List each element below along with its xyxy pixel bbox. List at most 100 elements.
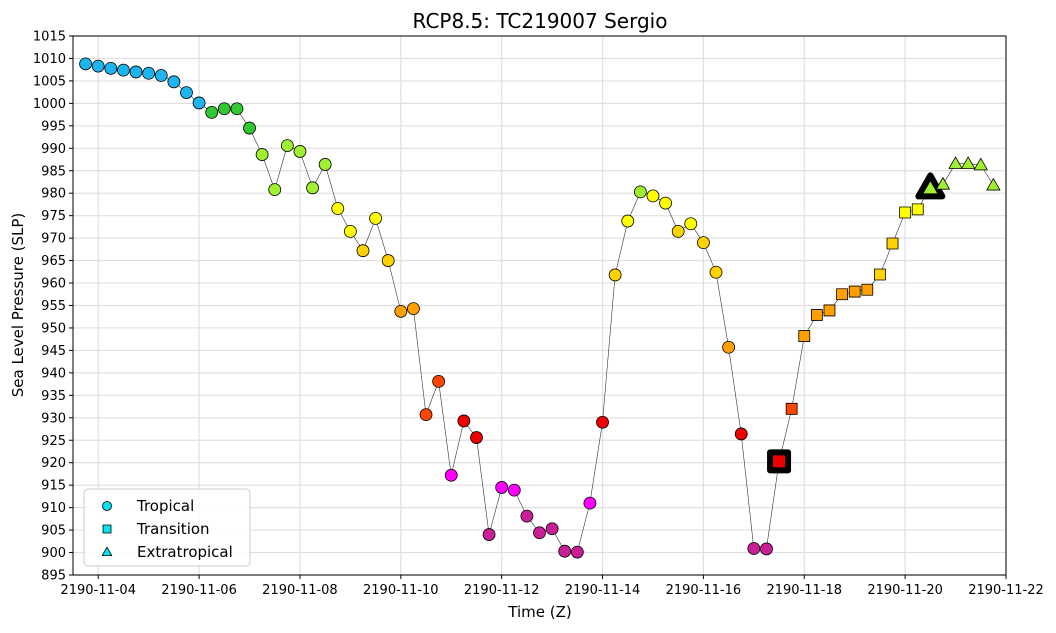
legend-label-transition: Transition [136, 520, 210, 538]
tropical-marker [419, 408, 433, 422]
tropical-marker [444, 468, 458, 482]
y-tick-label: 960 [41, 277, 66, 292]
tropical-marker [432, 375, 446, 388]
tropical-marker [318, 158, 332, 171]
x-tick-label: 2190-11-16 [666, 583, 742, 598]
tropical-marker [205, 105, 219, 119]
x-tick-label: 2190-11-06 [161, 583, 237, 598]
x-tick-label: 2190-11-12 [464, 583, 540, 598]
x-tick-label: 2190-11-04 [60, 583, 136, 598]
y-tick-label: 985 [41, 164, 66, 179]
x-tick-label: 2190-11-10 [363, 583, 439, 598]
track-line [85, 63, 994, 553]
tropical-marker [633, 185, 647, 199]
tropical-marker [91, 59, 105, 73]
y-tick-label: 905 [41, 524, 66, 539]
extratropical-marker [935, 177, 950, 190]
tropical-marker [381, 254, 395, 267]
highlight-transition-marker [767, 449, 792, 474]
tropical-marker [507, 483, 521, 497]
tropical-marker [369, 211, 382, 225]
tropical-marker [407, 302, 420, 316]
tropical-marker [470, 431, 483, 444]
extratropical-marker [986, 178, 1001, 191]
tropical-marker [621, 214, 635, 228]
tropical-marker [583, 496, 597, 510]
y-tick-label: 900 [41, 546, 66, 561]
tropical-marker [671, 224, 685, 238]
tropical-marker [268, 183, 282, 197]
tropical-marker [495, 481, 509, 494]
tropical-marker [760, 542, 773, 556]
y-tick-label: 915 [41, 479, 66, 494]
tropical-marker [457, 414, 471, 428]
x-tick-label: 2190-11-18 [766, 583, 842, 598]
tropical-marker [192, 96, 206, 110]
transition-marker [798, 330, 811, 342]
transition-marker [810, 309, 823, 321]
y-tick-label: 1015 [33, 30, 66, 45]
legend-label-extratropical: Extratropical [137, 543, 233, 561]
tropical-marker [747, 542, 761, 555]
tropical-marker [255, 148, 269, 161]
highlight-extratropical-marker [915, 172, 946, 200]
transition-marker [899, 206, 912, 219]
y-tick-label: 970 [41, 232, 66, 247]
data-markers [79, 57, 1001, 559]
transition-marker [823, 304, 836, 317]
y-tick-label: 920 [41, 456, 66, 471]
y-tick-label: 1005 [33, 74, 66, 89]
y-tick-label: 935 [41, 389, 66, 404]
x-tick-label: 2190-11-20 [867, 583, 943, 598]
tropical-marker [129, 65, 143, 79]
x-tick-label: 2190-11-22 [968, 583, 1044, 598]
tropical-marker [596, 415, 609, 429]
track-polyline [85, 63, 994, 553]
legend: Tropical Transition Extratropical [83, 488, 251, 567]
tropical-marker [167, 75, 181, 89]
x-axis-label: Time (Z) [507, 603, 571, 621]
legend-square-marker [102, 524, 112, 534]
transition-marker [911, 203, 924, 216]
tropical-marker [684, 217, 698, 231]
y-tick-label: 1010 [33, 52, 66, 67]
tropical-marker [79, 57, 93, 71]
y-tick-label: 930 [41, 411, 66, 426]
tropical-marker [280, 139, 294, 152]
tropical-marker [520, 509, 534, 523]
tropical-marker [570, 545, 584, 559]
tropical-marker [734, 427, 748, 441]
chart-title: RCP8.5: TC219007 Sergio [413, 9, 668, 33]
tropical-marker [646, 189, 660, 203]
y-tick-label: 995 [41, 119, 66, 134]
tropical-marker [104, 61, 118, 75]
tropical-marker [343, 224, 357, 238]
legend-circle-marker [102, 501, 112, 511]
tropical-marker [709, 265, 723, 279]
tropical-marker [306, 181, 319, 195]
extratropical-marker [961, 156, 976, 169]
y-tick-label: 895 [41, 569, 66, 584]
transition-marker [836, 288, 848, 301]
legend-box [83, 488, 251, 567]
transition-marker [874, 268, 886, 281]
y-tick-label: 940 [41, 366, 66, 381]
tropical-marker [482, 528, 496, 541]
y-tick-label: 975 [41, 209, 66, 224]
extratropical-marker [948, 156, 963, 169]
y-tick-label: 950 [41, 321, 66, 336]
x-axis-ticks: 2190-11-04 2190-11-06 2190-11-08 2190-11-10… [60, 575, 1044, 598]
legend-label-tropical: Tropical [136, 497, 194, 515]
y-tick-label: 1000 [33, 97, 66, 112]
tropical-marker [331, 202, 345, 215]
tropical-marker [722, 340, 736, 354]
tropical-marker [356, 244, 370, 258]
transition-marker [785, 402, 798, 415]
x-tick-label: 2190-11-14 [565, 583, 641, 598]
y-axis-ticks: 895 900 905 910 915 920 925 930 935 940 945 950 955 9… [33, 30, 73, 584]
tropical-marker [697, 236, 710, 250]
y-axis-label: Sea Level Pressure (SLP) [9, 213, 27, 398]
y-tick-label: 990 [41, 142, 66, 157]
